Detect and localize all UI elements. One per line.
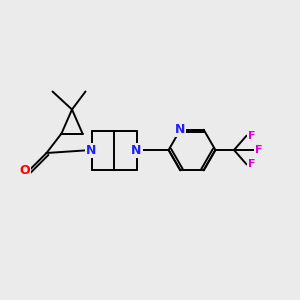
Text: O: O [20,164,30,178]
Text: F: F [248,130,256,141]
Text: F: F [255,145,263,155]
Text: N: N [175,123,185,136]
Text: N: N [131,143,142,157]
Text: F: F [248,159,256,170]
Text: N: N [86,143,97,157]
